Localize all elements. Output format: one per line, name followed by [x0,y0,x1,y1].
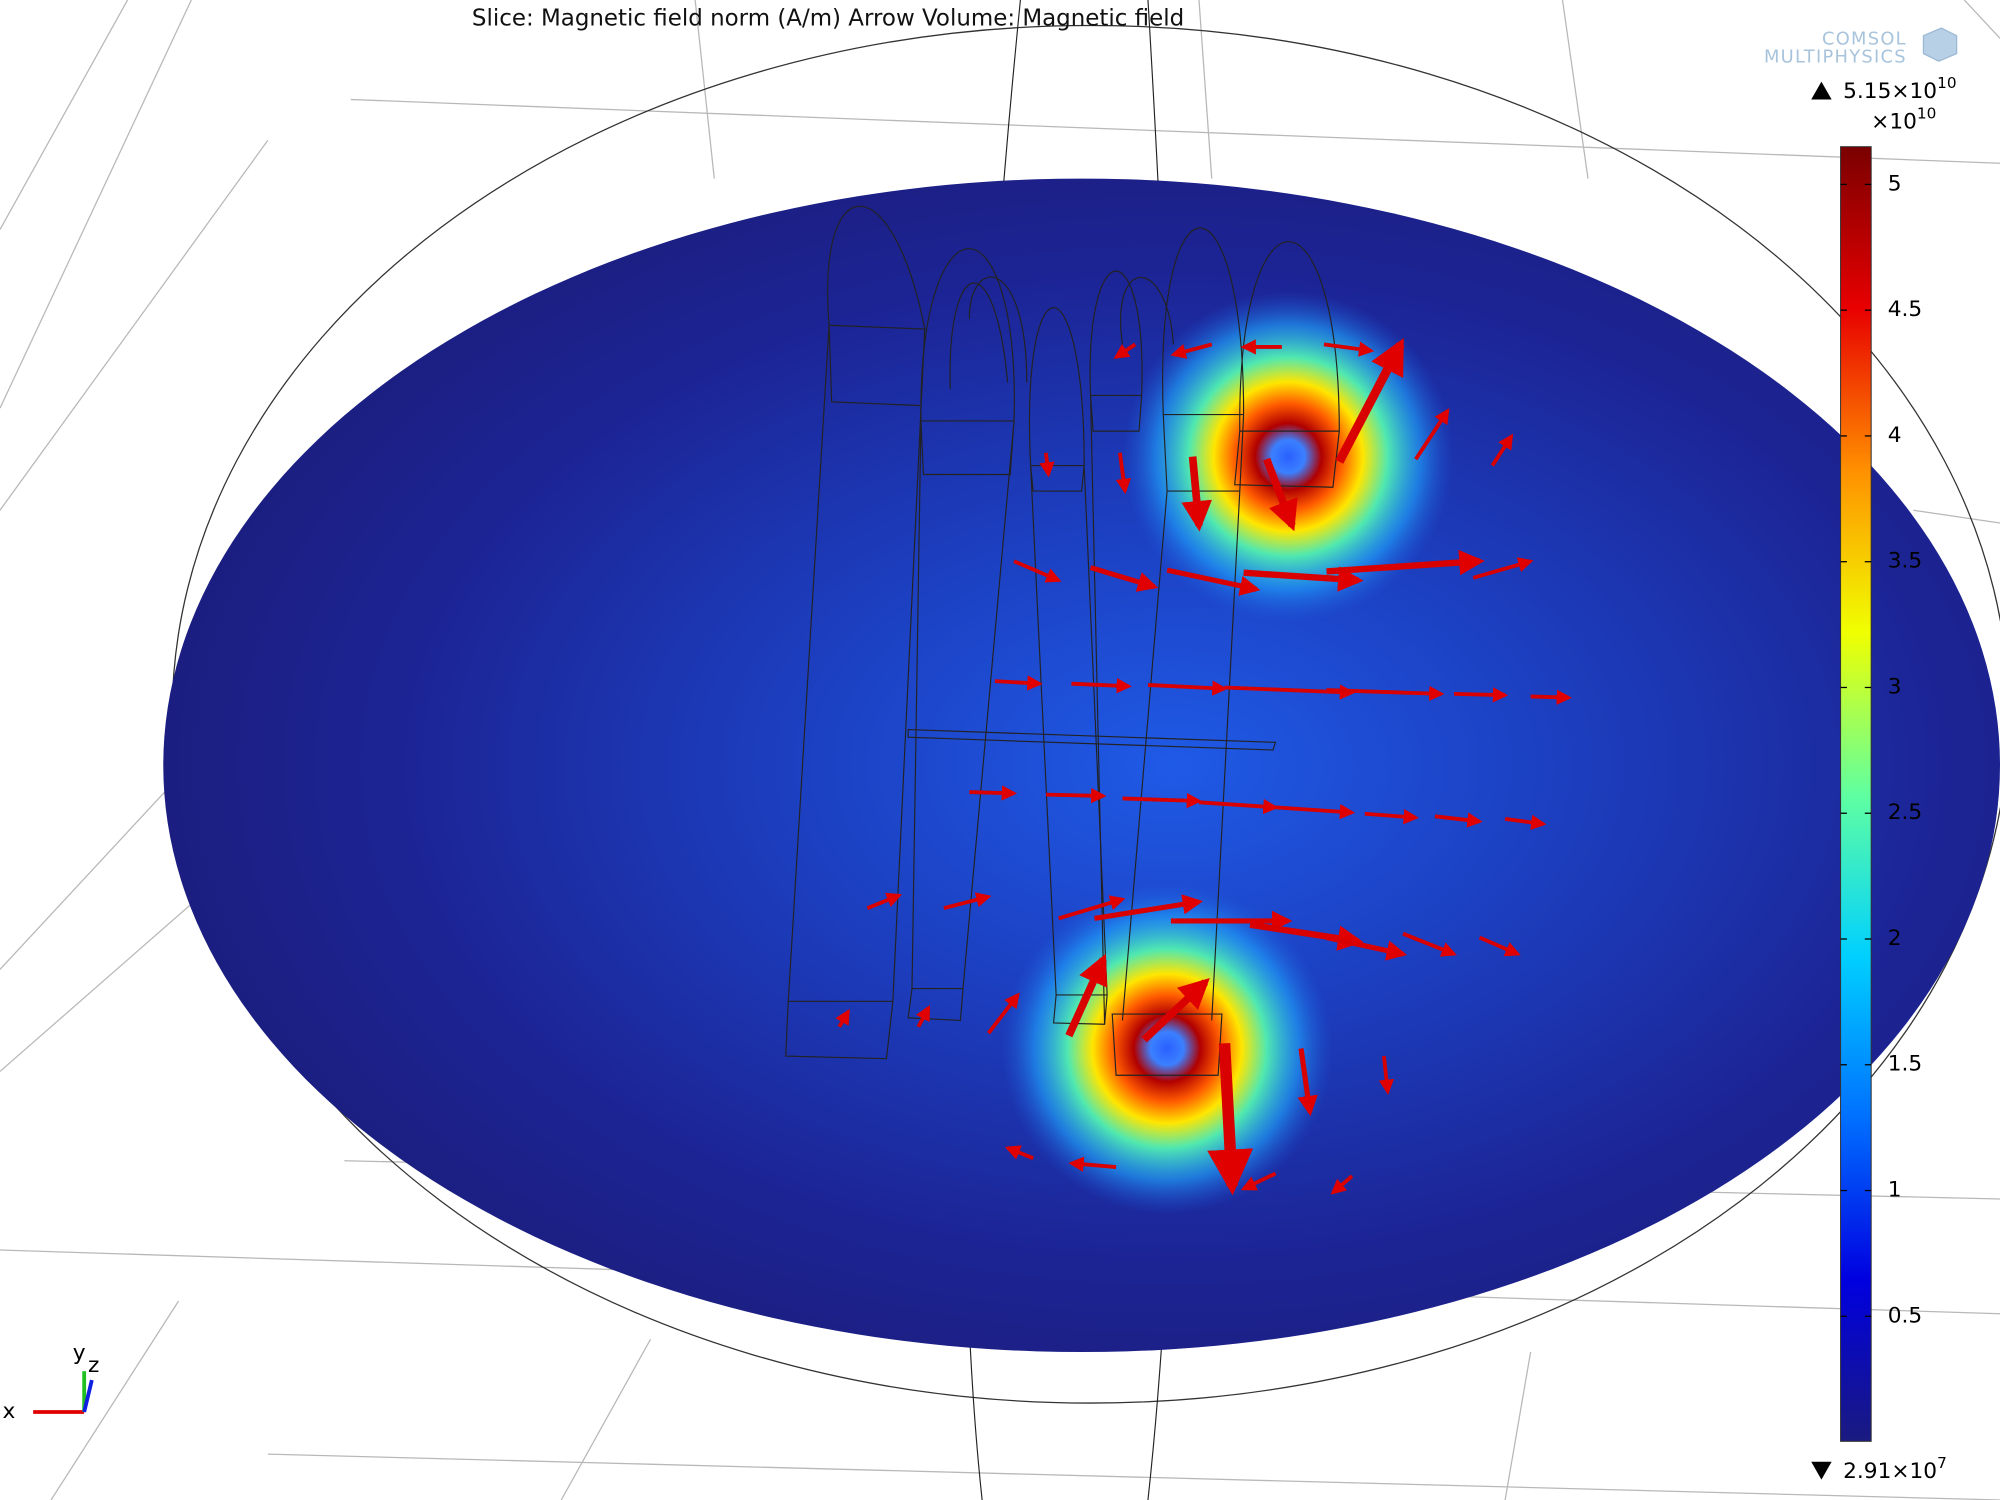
colorbar-tick-label: 0.5 [1888,1303,1922,1328]
coil-wireframe [785,205,1340,1076]
colorbar-tick-label: 1.5 [1888,1052,1922,1077]
max-label-exp: 10 [1937,73,1956,91]
logo: COMSOL [1822,29,1907,50]
min-label: 2.91×107 [1843,1454,1947,1484]
colorbar-tick-label: 3.5 [1888,549,1922,574]
max-label-base: 5.15×10 [1843,79,1937,104]
colorbar-tick-label: 2 [1888,926,1902,951]
field-arrows [835,338,1572,1196]
min-label-base: 2.91×10 [1843,1459,1937,1484]
max-label: 5.15×1010 [1843,73,1956,103]
colorbar-tick-label: 2.5 [1888,800,1922,825]
plot-title: Slice: Magnetic field norm (A/m) Arrow V… [472,6,1184,32]
hotspot [1122,290,1455,623]
max-marker [1811,81,1832,100]
multiplier-exp: 10 [1917,104,1936,122]
colorbar-multiplier: ×1010 [1871,104,1936,134]
colorbar-tick-label: 5 [1888,171,1902,196]
min-label-exp: 7 [1937,1454,1947,1472]
z-axis-arrow [82,1379,94,1413]
y-axis-label: y [73,1340,86,1365]
x-axis-label: x [3,1399,16,1424]
z-axis-label: z [88,1353,99,1378]
colorbar-tick-label: 4.5 [1888,297,1922,322]
slice [163,178,2000,1353]
logo-icon [1922,27,1958,62]
min-marker [1811,1461,1832,1480]
multiplier-base: ×10 [1871,109,1917,134]
colorbar-tick-label: 3 [1888,674,1902,699]
colorbar-tick-label: 4 [1888,423,1902,448]
axis-triad: x y z [3,1340,100,1424]
colorbar-tick-label: 1 [1888,1178,1902,1203]
colorbar [1840,146,1872,1442]
logo: MULTIPHYSICS [1764,46,1907,67]
